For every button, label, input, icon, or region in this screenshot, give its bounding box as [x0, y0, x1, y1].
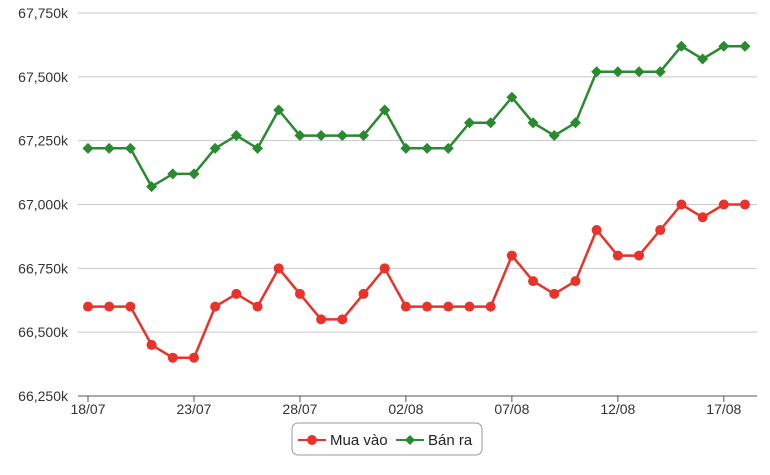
data-point[interactable]: [294, 288, 305, 299]
x-tick-label: 17/08: [706, 401, 741, 417]
data-point[interactable]: [124, 142, 136, 154]
data-point[interactable]: [209, 142, 221, 154]
series-0: [83, 199, 750, 363]
series-layer: [82, 40, 751, 363]
data-point[interactable]: [655, 225, 666, 236]
data-point[interactable]: [103, 142, 115, 154]
data-point[interactable]: [591, 66, 603, 78]
data-point[interactable]: [549, 288, 560, 299]
legend-label-mua-vao: Mua vào: [330, 432, 388, 449]
y-tick-label: 67,250k: [18, 133, 69, 149]
series-1: [82, 40, 751, 193]
data-point[interactable]: [83, 301, 93, 312]
legend-label-ban-ra: Bán ra: [428, 432, 473, 449]
series-line-1: [88, 44, 745, 188]
data-point[interactable]: [634, 250, 645, 261]
data-point[interactable]: [612, 66, 624, 78]
y-tick-label: 67,000k: [18, 197, 69, 213]
data-point[interactable]: [358, 288, 369, 299]
y-tick-label: 67,750k: [18, 5, 69, 21]
data-point[interactable]: [612, 250, 623, 261]
data-point[interactable]: [506, 91, 518, 103]
data-point[interactable]: [315, 130, 327, 142]
legend-marker-ban-ra: [405, 435, 415, 445]
data-point[interactable]: [146, 339, 157, 350]
x-tick-label: 12/08: [600, 401, 635, 417]
data-point[interactable]: [506, 250, 517, 261]
data-point[interactable]: [252, 142, 264, 154]
data-point[interactable]: [443, 301, 454, 312]
data-point[interactable]: [82, 142, 94, 154]
series-line-0: [88, 203, 745, 359]
data-point[interactable]: [336, 130, 348, 142]
x-tick-label: 18/07: [70, 401, 105, 417]
data-point[interactable]: [485, 117, 497, 129]
data-point[interactable]: [231, 288, 242, 299]
y-tick-label: 66,500k: [18, 324, 69, 340]
data-point[interactable]: [718, 40, 730, 52]
data-point[interactable]: [527, 117, 539, 129]
data-point[interactable]: [167, 352, 178, 363]
data-point[interactable]: [633, 66, 645, 78]
data-point[interactable]: [104, 301, 115, 312]
data-point[interactable]: [548, 130, 560, 142]
data-point[interactable]: [697, 212, 708, 223]
data-point[interactable]: [188, 168, 200, 180]
data-point[interactable]: [252, 301, 263, 312]
data-point[interactable]: [463, 117, 475, 129]
data-point[interactable]: [273, 263, 284, 274]
data-point[interactable]: [188, 352, 199, 363]
data-point[interactable]: [697, 53, 709, 65]
data-point[interactable]: [485, 301, 496, 312]
data-point[interactable]: [569, 117, 581, 129]
legend-item-mua-vao[interactable]: Mua vào: [298, 432, 388, 449]
data-point[interactable]: [591, 225, 602, 236]
data-point[interactable]: [230, 130, 242, 142]
data-point[interactable]: [273, 104, 285, 116]
data-point[interactable]: [422, 301, 433, 312]
data-point[interactable]: [740, 199, 750, 210]
data-point[interactable]: [125, 301, 136, 312]
data-point[interactable]: [379, 263, 390, 274]
y-tick-label: 66,250k: [18, 388, 69, 404]
data-point[interactable]: [316, 314, 327, 325]
data-point[interactable]: [400, 142, 412, 154]
data-point[interactable]: [442, 142, 454, 154]
data-point[interactable]: [400, 301, 411, 312]
data-point[interactable]: [337, 314, 348, 325]
data-point[interactable]: [210, 301, 221, 312]
data-point[interactable]: [654, 66, 666, 78]
y-tick-label: 66,750k: [18, 260, 69, 276]
data-point[interactable]: [167, 168, 179, 180]
data-point[interactable]: [294, 130, 306, 142]
data-point[interactable]: [739, 40, 751, 52]
legend-box: [291, 422, 483, 456]
x-tick-label: 02/08: [388, 401, 423, 417]
y-tick-label: 67,500k: [18, 69, 69, 85]
legend: Mua vào Bán ra: [291, 422, 483, 456]
legend-item-ban-ra[interactable]: Bán ra: [396, 432, 473, 449]
x-tick-label: 23/07: [176, 401, 211, 417]
data-point[interactable]: [528, 276, 539, 287]
data-point[interactable]: [464, 301, 475, 312]
legend-marker-mua-vao: [307, 435, 317, 445]
data-point[interactable]: [675, 40, 687, 52]
axes: 66,250k 66,500k 66,750k 67,000k 67,250k 67,50…: [18, 5, 757, 417]
data-point[interactable]: [421, 142, 433, 154]
x-tick-label: 28/07: [282, 401, 317, 417]
data-point[interactable]: [718, 199, 729, 210]
grid-lines: [78, 12, 757, 333]
data-point[interactable]: [146, 181, 158, 193]
data-point[interactable]: [570, 276, 581, 287]
x-tick-label: 07/08: [494, 401, 529, 417]
data-point[interactable]: [358, 130, 370, 142]
data-point[interactable]: [676, 199, 687, 210]
data-point[interactable]: [379, 104, 391, 116]
